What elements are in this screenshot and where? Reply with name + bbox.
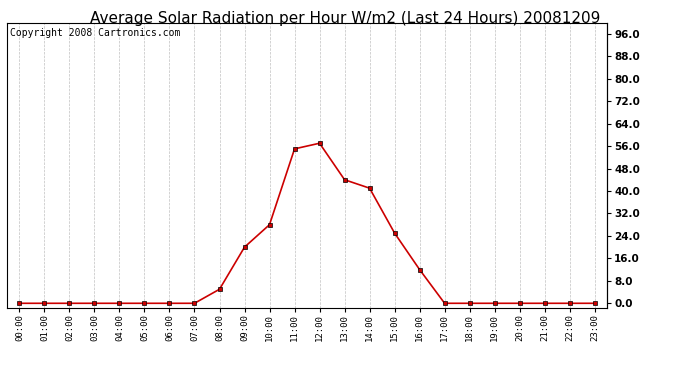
Text: Copyright 2008 Cartronics.com: Copyright 2008 Cartronics.com: [10, 28, 180, 38]
Text: Average Solar Radiation per Hour W/m2 (Last 24 Hours) 20081209: Average Solar Radiation per Hour W/m2 (L…: [90, 11, 600, 26]
